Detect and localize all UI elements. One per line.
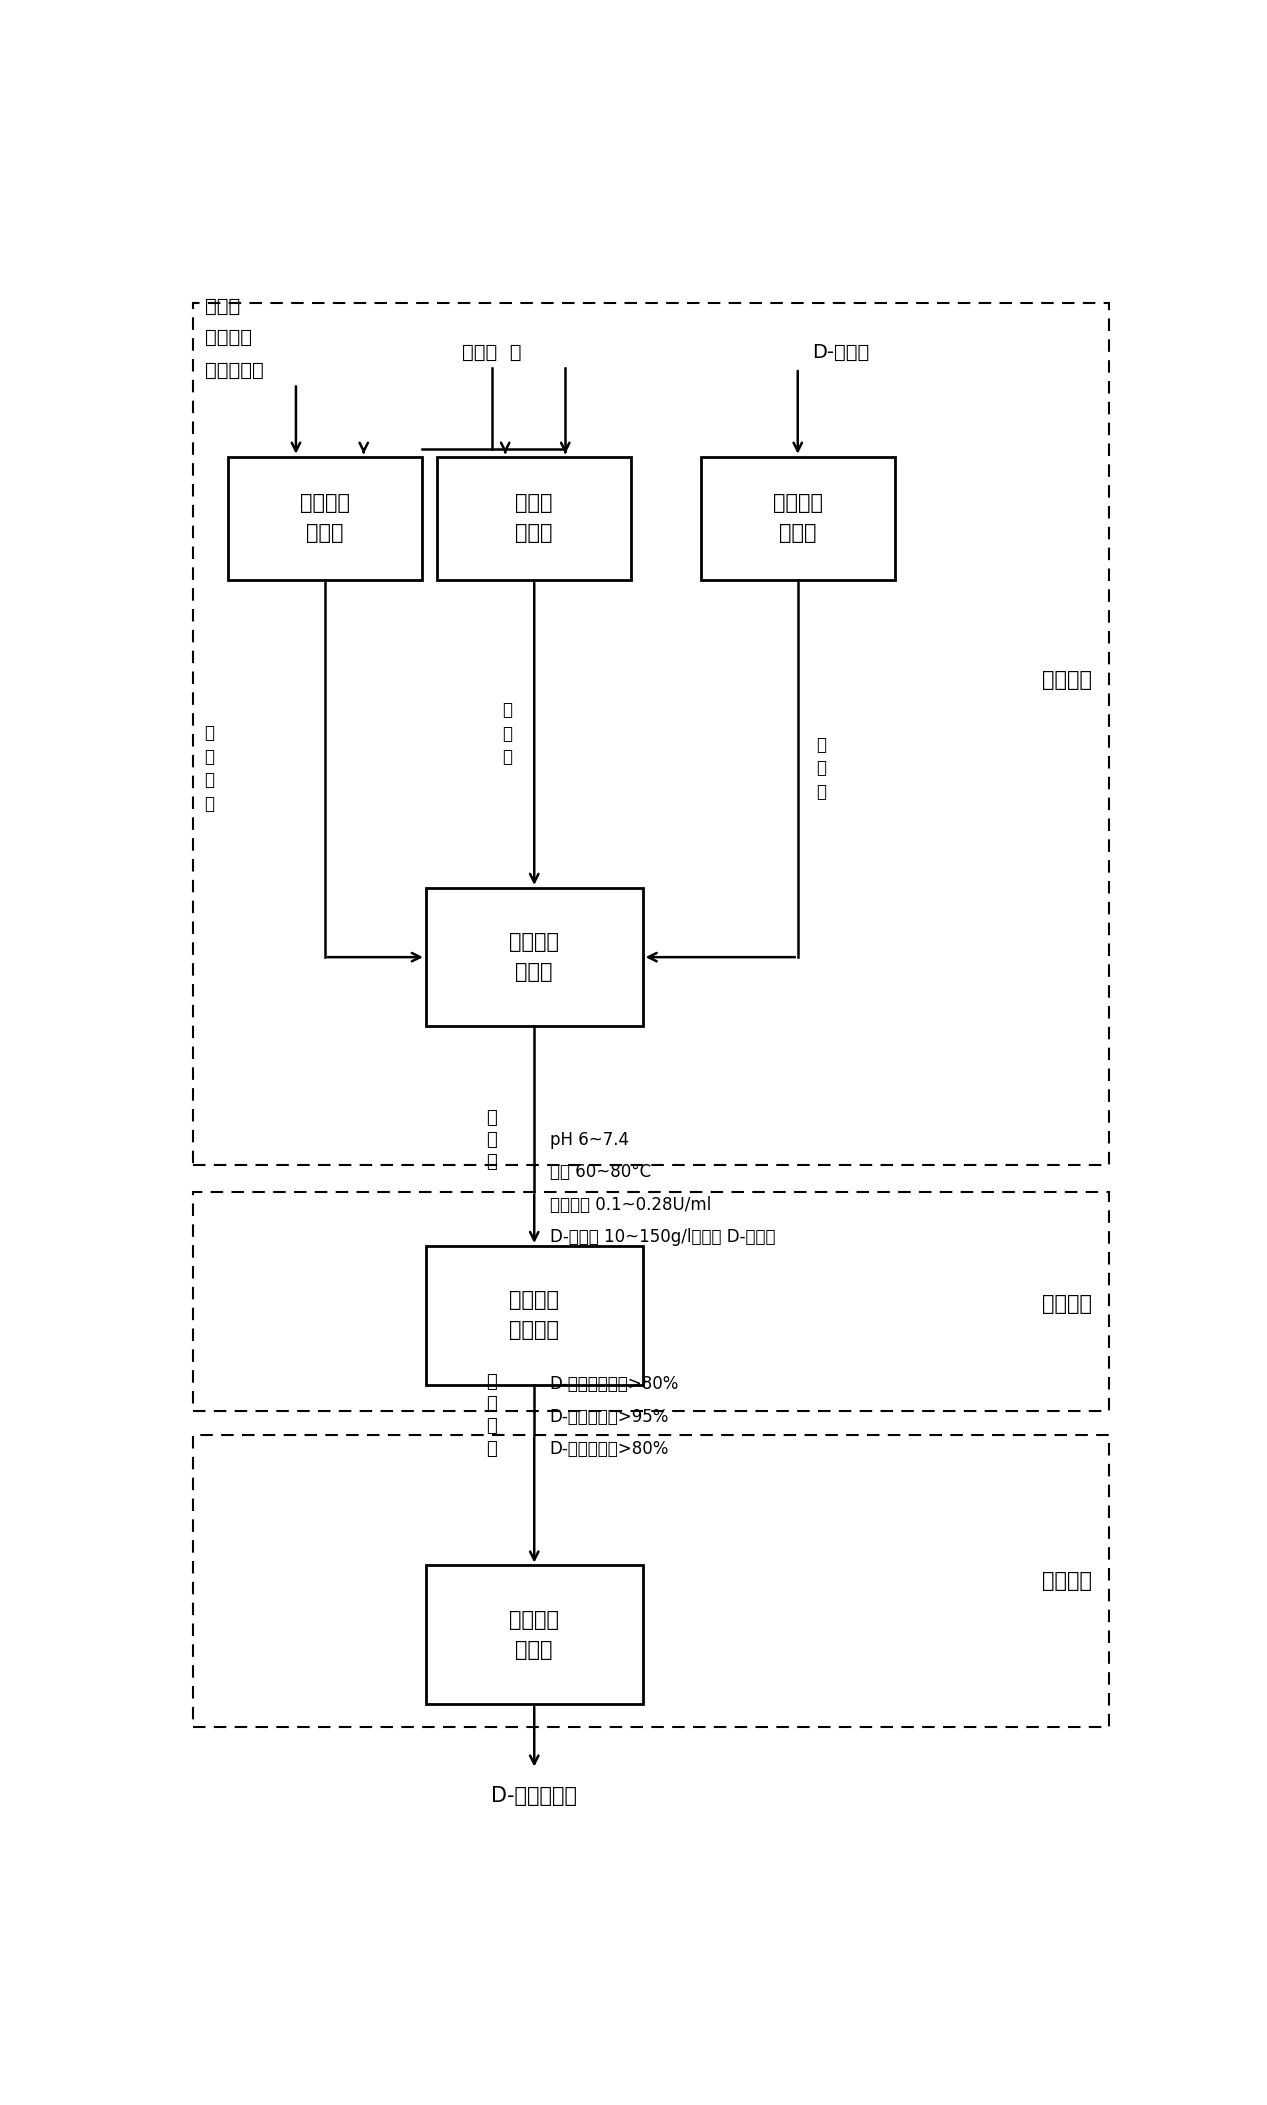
Bar: [426, 888, 642, 1027]
Text: 温度 60~80°C: 温度 60~80°C: [550, 1164, 651, 1181]
Text: D-半乳糖转化率>80%: D-半乳糖转化率>80%: [550, 1375, 679, 1394]
Text: D-塔格糖晶体: D-塔格糖晶体: [492, 1787, 578, 1806]
Bar: [228, 457, 422, 579]
Text: 第二部分: 第二部分: [1041, 1295, 1092, 1314]
Text: 带夹套的
缓冲罐: 带夹套的 缓冲罐: [509, 933, 559, 981]
Text: 粗酶液  水: 粗酶液 水: [462, 343, 522, 362]
Text: 第一部分: 第一部分: [1041, 669, 1092, 690]
Text: 酶活单位 0.1~0.28U/ml: 酶活单位 0.1~0.28U/ml: [550, 1196, 711, 1215]
Text: 磷酸氢二钠: 磷酸氢二钠: [205, 360, 264, 379]
Bar: [194, 1434, 1110, 1726]
Text: 产
品
溶
液: 产 品 溶 液: [487, 1372, 497, 1457]
Bar: [194, 303, 1110, 1164]
Text: 进
料
液: 进 料 液: [487, 1109, 497, 1170]
Text: D-塔格糖收率>80%: D-塔格糖收率>80%: [550, 1440, 669, 1459]
Text: 缓冲溶液
高位槽: 缓冲溶液 高位槽: [300, 493, 350, 543]
Text: 磷酸氢钠: 磷酸氢钠: [205, 328, 252, 347]
Text: D-半乳糖 10~150g/l；不含 D-塔格糖: D-半乳糖 10~150g/l；不含 D-塔格糖: [550, 1227, 775, 1246]
Text: pH 6~7.4: pH 6~7.4: [550, 1130, 628, 1149]
Text: 缓
冲
溶
液: 缓 冲 溶 液: [204, 724, 214, 813]
Bar: [701, 457, 895, 579]
Text: 原料溶液
高位槽: 原料溶液 高位槽: [773, 493, 822, 543]
Text: 模拟移动
床反应器: 模拟移动 床反应器: [509, 1290, 559, 1341]
Bar: [426, 1246, 642, 1385]
Bar: [426, 1566, 642, 1705]
Text: 常规后处
理过程: 常规后处 理过程: [509, 1610, 559, 1659]
Text: D-塔格糖纯度>95%: D-塔格糖纯度>95%: [550, 1408, 669, 1425]
Text: 第三部分: 第三部分: [1041, 1570, 1092, 1591]
Text: 酶
溶
液: 酶 溶 液: [502, 701, 512, 766]
Bar: [437, 457, 631, 579]
Text: D-半乳糖: D-半乳糖: [812, 343, 869, 362]
Bar: [194, 1191, 1110, 1412]
Text: 酶溶液
高位槽: 酶溶液 高位槽: [516, 493, 552, 543]
Text: 氯化钠: 氯化钠: [205, 297, 241, 316]
Text: 原
料
液: 原 料 液: [816, 737, 826, 802]
